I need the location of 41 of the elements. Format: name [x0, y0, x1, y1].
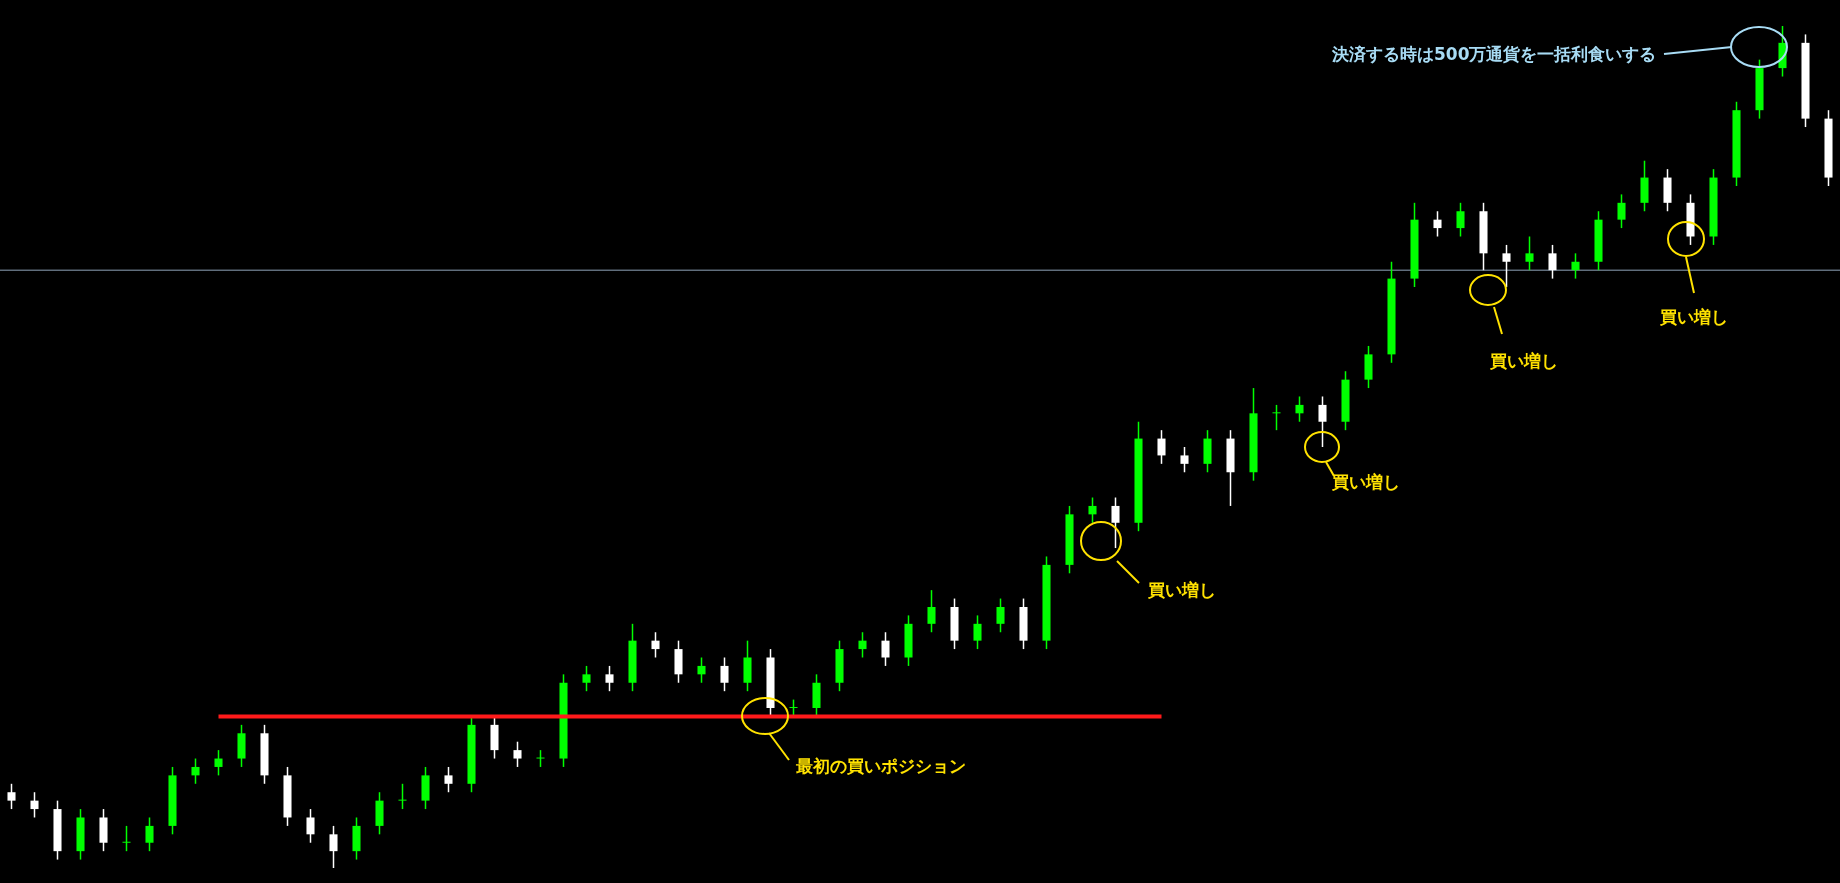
candlestick — [582, 665, 591, 692]
candlestick — [1456, 202, 1465, 238]
candlestick — [1548, 244, 1557, 280]
candlestick — [927, 589, 936, 633]
candlestick — [1571, 252, 1580, 280]
candlestick — [881, 631, 890, 667]
candlestick — [444, 766, 453, 793]
candlestick — [720, 656, 729, 692]
candlestick — [30, 791, 39, 819]
candlestick — [858, 631, 867, 659]
candlestick — [996, 597, 1005, 633]
candlestick — [1295, 395, 1304, 423]
candlestick — [1318, 395, 1327, 448]
candlestick — [1157, 429, 1166, 465]
annotation: 買い増し — [1332, 472, 1400, 492]
annotation: 最初の買いポジション — [796, 756, 966, 776]
candlestick — [145, 816, 154, 852]
annotation: 買い増し — [1490, 351, 1558, 371]
candlestick — [1525, 235, 1534, 271]
candlestick — [7, 783, 16, 810]
candlestick — [1111, 496, 1120, 549]
annotation: 決済する時は500万通貨を一括利食いする — [1332, 44, 1657, 64]
candlestick — [651, 631, 660, 659]
candlestick — [605, 665, 614, 692]
candlestick — [1272, 404, 1281, 431]
candlestick — [1088, 496, 1097, 524]
candlestick — [398, 783, 407, 810]
candlestick — [973, 614, 982, 650]
annotation: 買い増し — [1660, 307, 1728, 327]
candlestick — [1617, 193, 1626, 229]
candlestick — [214, 749, 223, 777]
candlestick — [1180, 446, 1189, 474]
candlestick — [306, 808, 315, 844]
candlestick — [1502, 244, 1511, 288]
candlestick — [122, 825, 131, 852]
candlestick — [191, 757, 200, 785]
candlestick — [513, 740, 522, 768]
candlestick — [1433, 210, 1442, 238]
candlestick — [697, 656, 706, 684]
candlestick — [329, 825, 338, 869]
annotation: 買い増し — [1148, 580, 1216, 600]
